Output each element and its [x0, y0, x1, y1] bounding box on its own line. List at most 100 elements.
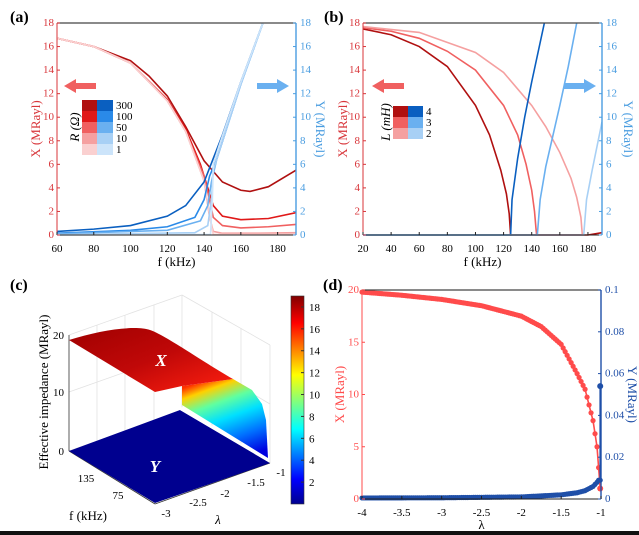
y-left-tick-label: 20: [348, 284, 360, 296]
y-left-tick-label: 12: [349, 88, 360, 100]
series-line-left-3: [363, 26, 538, 236]
data-point: [597, 477, 603, 483]
lambda-tick: -2.5: [189, 497, 207, 509]
legend-a: 300 100 50 10 1 R (Ω): [67, 100, 133, 156]
panel-label-b: (b): [324, 9, 344, 26]
surface-label-x: X: [154, 351, 167, 370]
legend-entry: 1: [116, 144, 122, 156]
y-left-tick-label: 16: [43, 41, 55, 53]
y-right-tick-label: 4: [606, 182, 612, 194]
colorbar-tick-label: 6: [309, 433, 315, 445]
z-axis-label: Effective impedance (MRayl): [36, 315, 51, 470]
colorbar-tick-label: 12: [309, 368, 320, 380]
y-left-tick-label: 18: [43, 17, 55, 29]
x-tick-label: 180: [269, 243, 286, 255]
x-tick-label: 160: [233, 243, 250, 255]
bottom-border: [0, 531, 639, 535]
y-left-tick-label: 14: [349, 64, 361, 76]
x-tick-label: 140: [523, 243, 540, 255]
y-right-tick-label: 6: [606, 158, 612, 170]
y-left-tick-label: 0: [49, 229, 55, 241]
legend-entry: 10: [116, 133, 128, 145]
x-tick-label: 100: [467, 243, 484, 255]
legend-entry: 100: [116, 111, 133, 123]
data-point: [582, 386, 588, 392]
y-left-tick-label: 6: [49, 158, 55, 170]
y-right-tick-label: 8: [300, 135, 306, 147]
y-right-tick-label: 16: [606, 41, 618, 53]
data-point: [594, 444, 600, 450]
legend-entry: 3: [426, 117, 432, 129]
x-axis-label: f (kHz): [158, 254, 196, 269]
series-line-left-1: [57, 37, 296, 236]
colorbar-tick-label: 10: [309, 390, 321, 402]
x-tick-label: -4: [357, 507, 367, 519]
y-left-tick-label: 2: [49, 205, 55, 217]
y-left-tick-label: 5: [354, 441, 360, 453]
y-right-tick-label: 4: [300, 182, 306, 194]
series-line-left-300: [57, 37, 296, 193]
f-tick: 135: [78, 473, 95, 485]
series-line-left-0: [362, 291, 601, 489]
y-right-tick-label: 0.1: [605, 284, 619, 296]
legend-entry: 4: [426, 106, 432, 118]
x-tick-label: 60: [52, 243, 64, 255]
y-left-tick-label: 4: [49, 182, 55, 194]
colorbar-tick-label: 14: [309, 346, 321, 358]
y-left-tick-label: 4: [355, 182, 361, 194]
legend-entry: 2: [426, 128, 432, 140]
x-tick-label: 60: [414, 243, 426, 255]
y-left-tick-label: 10: [349, 111, 361, 123]
y-right-tick-label: 14: [300, 64, 312, 76]
colorbar-tick-label: 16: [309, 324, 321, 336]
x-tick-label: 160: [552, 243, 569, 255]
data-point: [586, 402, 592, 408]
legend-title: L (mH): [378, 103, 393, 142]
panel-a-chart: 60 80 100 120 140 160 180024681012141618024681…: [28, 17, 328, 269]
y-right-axis-label: Y (MRayl): [313, 101, 328, 158]
series-line-left-2: [363, 25, 584, 236]
panel-label-c: (c): [10, 277, 28, 294]
y-right-tick-label: 2: [300, 205, 306, 217]
x-tick-label: -2: [517, 507, 526, 519]
y-left-tick-label: 6: [355, 158, 361, 170]
x-tick-label: 180: [580, 243, 597, 255]
data-point: [580, 382, 586, 388]
y-right-tick-label: 0: [300, 229, 306, 241]
y-right-tick-label: 0.06: [605, 368, 625, 380]
y-left-tick-label: 2: [355, 205, 361, 217]
x-tick-label: 140: [196, 243, 213, 255]
legend-entry: 300: [116, 100, 133, 112]
colorbar-tick-label: 2: [309, 477, 315, 489]
data-point: [588, 410, 594, 416]
y-right-tick-label: 18: [300, 17, 312, 29]
panel-d-chart: -4 -3.5 -3 -2.5 -2 -1.5 -10510152000.020.040.0…: [332, 284, 639, 532]
colorbar-tick-label: 18: [309, 302, 321, 314]
y-left-axis-label: X (MRayl): [335, 100, 350, 157]
panel-c-surface: X Y 20 10 0 Effective impedance (MRayl) …: [36, 294, 321, 527]
legend-title: R (Ω): [67, 112, 82, 142]
right-axis-arrow-icon: [257, 79, 289, 93]
x-tick-label: 40: [386, 243, 398, 255]
x-tick-label: -2.5: [473, 507, 491, 519]
colorbar-ticks: 2 4 6 8 10 12 14 16 18: [301, 302, 321, 489]
lambda-tick: -3: [161, 508, 171, 520]
y-right-axis-label: Y (MRayl): [621, 101, 636, 158]
f-axis-label: f (kHz): [69, 508, 107, 523]
x-tick-label: -3.5: [393, 507, 411, 519]
x-tick-label: -3: [437, 507, 447, 519]
z-tick: 10: [53, 387, 65, 399]
y-left-tick-label: 14: [43, 64, 55, 76]
y-left-tick-label: 10: [348, 389, 360, 401]
y-right-axis-label: Y (MRayl): [625, 366, 639, 423]
y-left-tick-label: 0: [355, 229, 361, 241]
y-left-tick-label: 15: [348, 336, 360, 348]
x-tick-label: 120: [495, 243, 512, 255]
left-axis-arrow-icon: [64, 79, 96, 93]
lambda-tick: -2: [220, 488, 229, 500]
data-point: [597, 485, 604, 492]
x-tick-label: -1: [596, 507, 605, 519]
lambda-tick: -1.5: [247, 477, 265, 489]
y-right-tick-label: 18: [606, 17, 618, 29]
panel-b-chart: 20 40 60 80 100 120 140 160 18002468101214161802…: [335, 17, 636, 269]
